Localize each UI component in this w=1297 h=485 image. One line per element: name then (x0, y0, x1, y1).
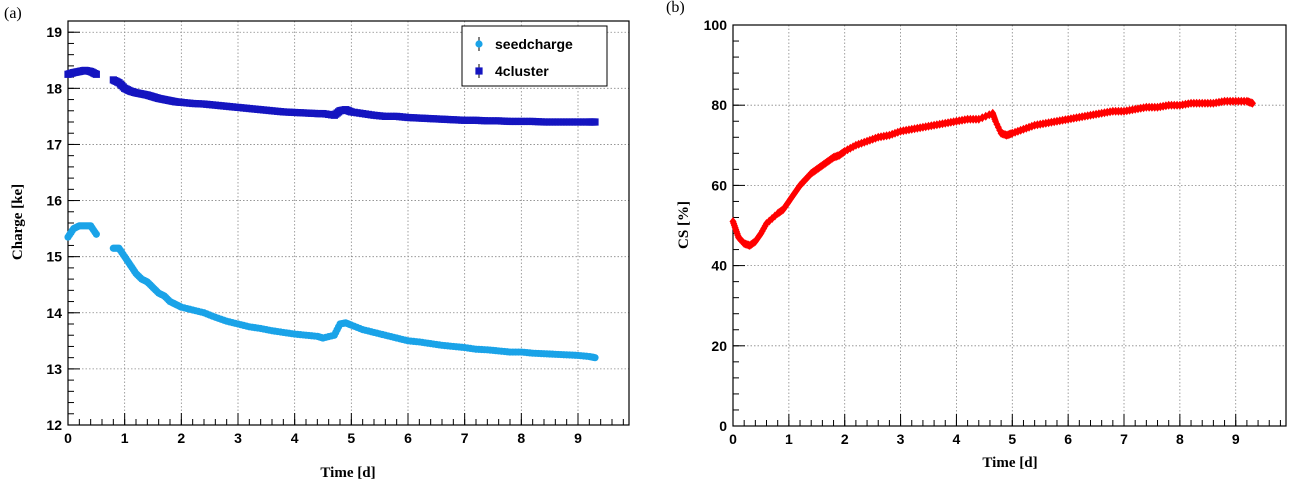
x-tick-label: 5 (1008, 431, 1016, 447)
series-b (729, 96, 1256, 251)
series-seedcharge (64, 222, 599, 362)
x-tick-label: 1 (785, 431, 793, 447)
y-tick-label: 16 (46, 193, 62, 209)
x-tick-label: 6 (404, 430, 412, 446)
x-tick-label: 0 (729, 431, 737, 447)
legend-marks (475, 37, 483, 78)
data-point (92, 230, 100, 238)
x-axis-title-b: Time [d] (982, 455, 1037, 471)
x-tick-label: 8 (517, 430, 525, 446)
x-tick-label: 6 (1064, 431, 1072, 447)
y-axis-title-b: CS [%] (676, 201, 692, 249)
panel-label-b: (b) (666, 0, 685, 16)
series-4cluster (64, 66, 599, 126)
data-point (591, 118, 599, 126)
chart-b: 0 20 40 60 80 100 0 1 2 3 4 5 6 7 8 9 Time [d] CS [%] (676, 17, 1287, 471)
x-tick-label: 5 (347, 430, 355, 446)
data-point (92, 70, 100, 78)
x-axis-title-a: Time [d] (320, 465, 375, 481)
grid-a (67, 21, 629, 426)
x-tick-label: 4 (953, 431, 961, 447)
ticks-b: 0 20 40 60 80 100 0 1 2 3 4 5 6 7 8 9 (704, 17, 1281, 447)
x-tick-label: 3 (234, 430, 242, 446)
y-tick-label: 60 (711, 177, 727, 193)
legend-box (461, 25, 608, 87)
x-tick-label: 7 (1120, 431, 1128, 447)
x-tick-label: 9 (1232, 431, 1240, 447)
x-tick-label: 7 (461, 430, 469, 446)
y-tick-label: 18 (46, 80, 62, 96)
legend-a: seedcharge 4cluster (461, 25, 608, 87)
x-tick-label: 8 (1176, 431, 1184, 447)
grid-b (732, 24, 1286, 427)
x-tick-label: 3 (897, 431, 905, 447)
data-point (994, 122, 1002, 132)
panel-label-a: (a) (4, 5, 22, 22)
y-tick-label: 0 (719, 418, 727, 434)
y-tick-label: 100 (704, 17, 728, 33)
y-tick-label: 17 (46, 136, 62, 152)
legend-marker-seedcharge (475, 40, 483, 48)
x-tick-label: 4 (291, 430, 299, 446)
x-tick-label: 1 (121, 430, 129, 446)
y-tick-label: 12 (46, 417, 62, 433)
x-tick-label: 2 (841, 431, 849, 447)
plot-frame-b (732, 24, 1287, 427)
x-tick-label: 9 (574, 430, 582, 446)
legend-marker-4cluster (475, 67, 483, 75)
data-point (1022, 123, 1030, 133)
y-tick-label: 13 (46, 361, 62, 377)
y-axis-title-a: Charge [ke] (10, 184, 26, 260)
y-tick-label: 14 (46, 305, 62, 321)
data-point (591, 354, 599, 362)
y-tick-label: 20 (711, 338, 727, 354)
x-tick-label: 0 (64, 430, 72, 446)
legend-label-4cluster: 4cluster (495, 63, 549, 79)
y-tick-label: 40 (711, 258, 727, 274)
series-a (64, 66, 599, 362)
series-points-0 (729, 96, 1256, 251)
x-tick-label: 2 (177, 430, 185, 446)
data-point (1248, 98, 1256, 108)
y-tick-label: 15 (46, 249, 62, 265)
y-tick-label: 80 (711, 97, 727, 113)
y-tick-label: 19 (46, 24, 62, 40)
data-point (1017, 125, 1025, 135)
legend-label-seedcharge: seedcharge (495, 36, 573, 52)
